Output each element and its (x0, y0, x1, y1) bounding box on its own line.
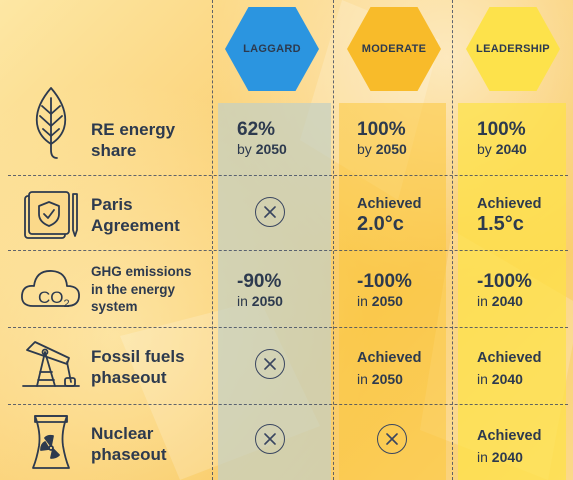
cell-leader-ghg: -100% in 2040 (477, 271, 532, 309)
cell-value: 100% (477, 119, 526, 140)
leaf-icon (18, 84, 84, 164)
cell-moderate-re: 100% by 2050 (357, 119, 407, 157)
cell-title: Achieved (477, 428, 542, 444)
label-line: phaseout (91, 444, 167, 464)
cell-title: Achieved (357, 196, 422, 212)
cell-year: 2050 (371, 370, 403, 387)
cell-title: Achieved (477, 196, 542, 212)
cell-temperature: 1.5°c (477, 212, 524, 235)
cell-leader-paris: Achieved 1.5°c (477, 196, 541, 236)
label-line: in the energy (91, 281, 176, 297)
row-divider (8, 327, 568, 328)
cell-prefix: in (237, 292, 252, 309)
cell-value: -100% (357, 271, 412, 292)
cell-year: 2040 (495, 140, 527, 157)
cell-leader-re: 100% by 2040 (477, 119, 527, 157)
cell-title: Achieved (357, 350, 422, 366)
cell-prefix: by (237, 140, 256, 157)
not-achieved-icon (255, 197, 285, 227)
cell-prefix: in (477, 292, 492, 309)
label-line: GHG emissions (91, 264, 192, 279)
moderate-column-band (339, 103, 446, 480)
co2-label: CO2 (38, 288, 70, 310)
cell-prefix: in (477, 448, 492, 465)
cell-year: 2050 (255, 140, 287, 157)
cell-prefix: in (357, 292, 372, 309)
nuclear-plant-icon (18, 412, 84, 472)
cell-temperature: 2.0°c (357, 212, 404, 235)
cell-year: 2040 (491, 370, 523, 387)
cell-moderate-fossil: Achieved in 2050 (357, 350, 421, 387)
cell-year: 2040 (491, 292, 523, 309)
row-divider (8, 404, 568, 405)
leadership-column-band (458, 103, 566, 480)
cell-moderate-paris: Achieved 2.0°c (357, 196, 421, 236)
label-line: phaseout (91, 367, 167, 387)
cell-leader-nuclear: Achieved in 2040 (477, 428, 541, 465)
column-divider (333, 0, 334, 480)
laggard-column-band (218, 103, 331, 480)
cell-prefix: by (477, 140, 496, 157)
row-divider (8, 250, 568, 251)
cell-prefix: in (357, 370, 372, 387)
co2-subscript: 2 (63, 298, 70, 310)
cell-moderate-ghg: -100% in 2050 (357, 271, 412, 309)
cell-value: 62% (237, 119, 276, 140)
label-line: Paris (91, 195, 133, 214)
cell-laggard-re: 62% by 2050 (237, 119, 287, 157)
row-label-re-share: RE energy share (91, 120, 175, 161)
cell-laggard-ghg: -90% in 2050 (237, 271, 283, 309)
label-line: RE energy (91, 120, 176, 139)
row-label-nuclear: Nuclear phaseout (91, 424, 167, 465)
cell-prefix: in (477, 370, 492, 387)
cell-title: Achieved (477, 350, 542, 366)
row-divider (8, 175, 568, 176)
label-line: share (91, 140, 137, 160)
label-line: Nuclear (91, 424, 154, 443)
cell-year: 2040 (491, 448, 523, 465)
cell-value: 100% (357, 119, 406, 140)
not-achieved-icon (255, 424, 285, 454)
column-divider (212, 0, 213, 480)
cell-year: 2050 (375, 140, 407, 157)
co2-cloud-icon (18, 262, 84, 316)
label-line: system (91, 299, 138, 315)
row-label-ghg: GHG emissions in the energy system (91, 263, 192, 316)
row-label-paris: Paris Agreement (91, 195, 180, 236)
cell-year: 2050 (371, 292, 403, 309)
cell-value: -100% (477, 271, 532, 292)
cell-prefix: by (357, 140, 376, 157)
co2-text: CO (38, 288, 64, 307)
not-achieved-icon (377, 424, 407, 454)
label-line: Agreement (91, 215, 180, 235)
row-label-fossil: Fossil fuels phaseout (91, 347, 185, 388)
document-shield-icon (18, 190, 84, 242)
column-divider (452, 0, 453, 480)
cell-value: -90% (237, 271, 282, 292)
label-line: Fossil fuels (91, 347, 185, 366)
cell-leader-fossil: Achieved in 2040 (477, 350, 541, 387)
cell-year: 2050 (251, 292, 283, 309)
not-achieved-icon (255, 349, 285, 379)
oil-pump-icon (18, 338, 84, 390)
